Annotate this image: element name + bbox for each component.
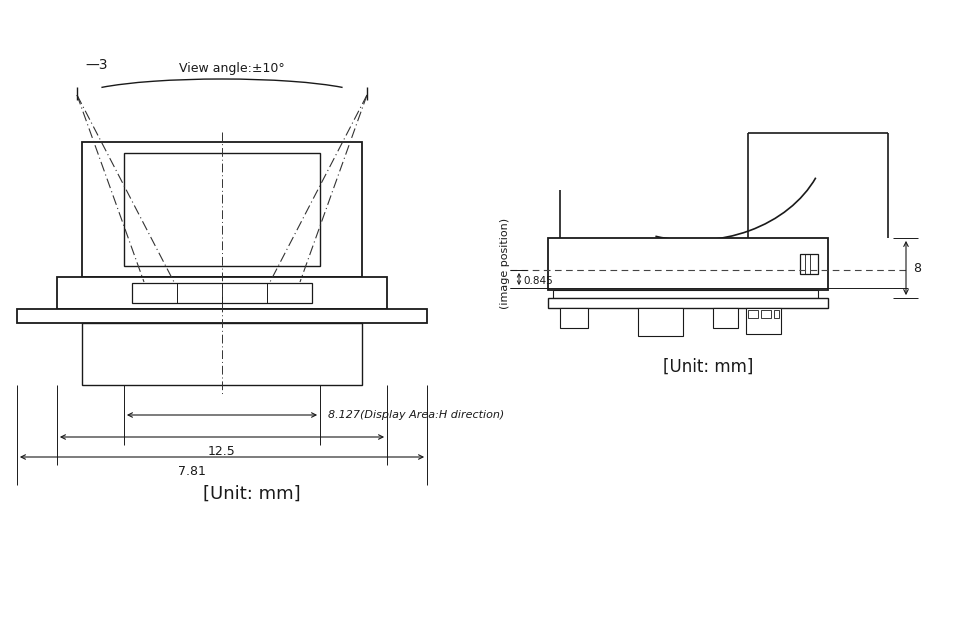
- Bar: [713, 308, 738, 328]
- Bar: [82, 142, 362, 277]
- Bar: [553, 290, 818, 298]
- Bar: [548, 238, 828, 290]
- Bar: [57, 277, 387, 309]
- Bar: [560, 308, 588, 328]
- Text: 8.127(Display Area:H direction): 8.127(Display Area:H direction): [328, 410, 504, 420]
- Bar: [132, 283, 312, 303]
- Text: 0.845: 0.845: [523, 276, 553, 286]
- Bar: [800, 254, 818, 274]
- Text: (image position): (image position): [500, 218, 510, 308]
- Bar: [746, 308, 781, 334]
- Text: 7.81: 7.81: [178, 465, 206, 478]
- Text: [Unit: mm]: [Unit: mm]: [204, 485, 300, 503]
- Bar: [82, 323, 362, 385]
- Bar: [748, 310, 758, 318]
- Text: View angle:±10°: View angle:±10°: [180, 62, 285, 75]
- Bar: [548, 298, 828, 308]
- Bar: [774, 310, 779, 318]
- Text: [Unit: mm]: [Unit: mm]: [662, 358, 754, 376]
- Bar: [17, 309, 427, 323]
- Text: —3: —3: [85, 58, 108, 72]
- Bar: [638, 308, 683, 336]
- Bar: [124, 153, 320, 266]
- Bar: [761, 310, 771, 318]
- Text: 8: 8: [913, 262, 921, 275]
- Text: 12.5: 12.5: [208, 445, 236, 458]
